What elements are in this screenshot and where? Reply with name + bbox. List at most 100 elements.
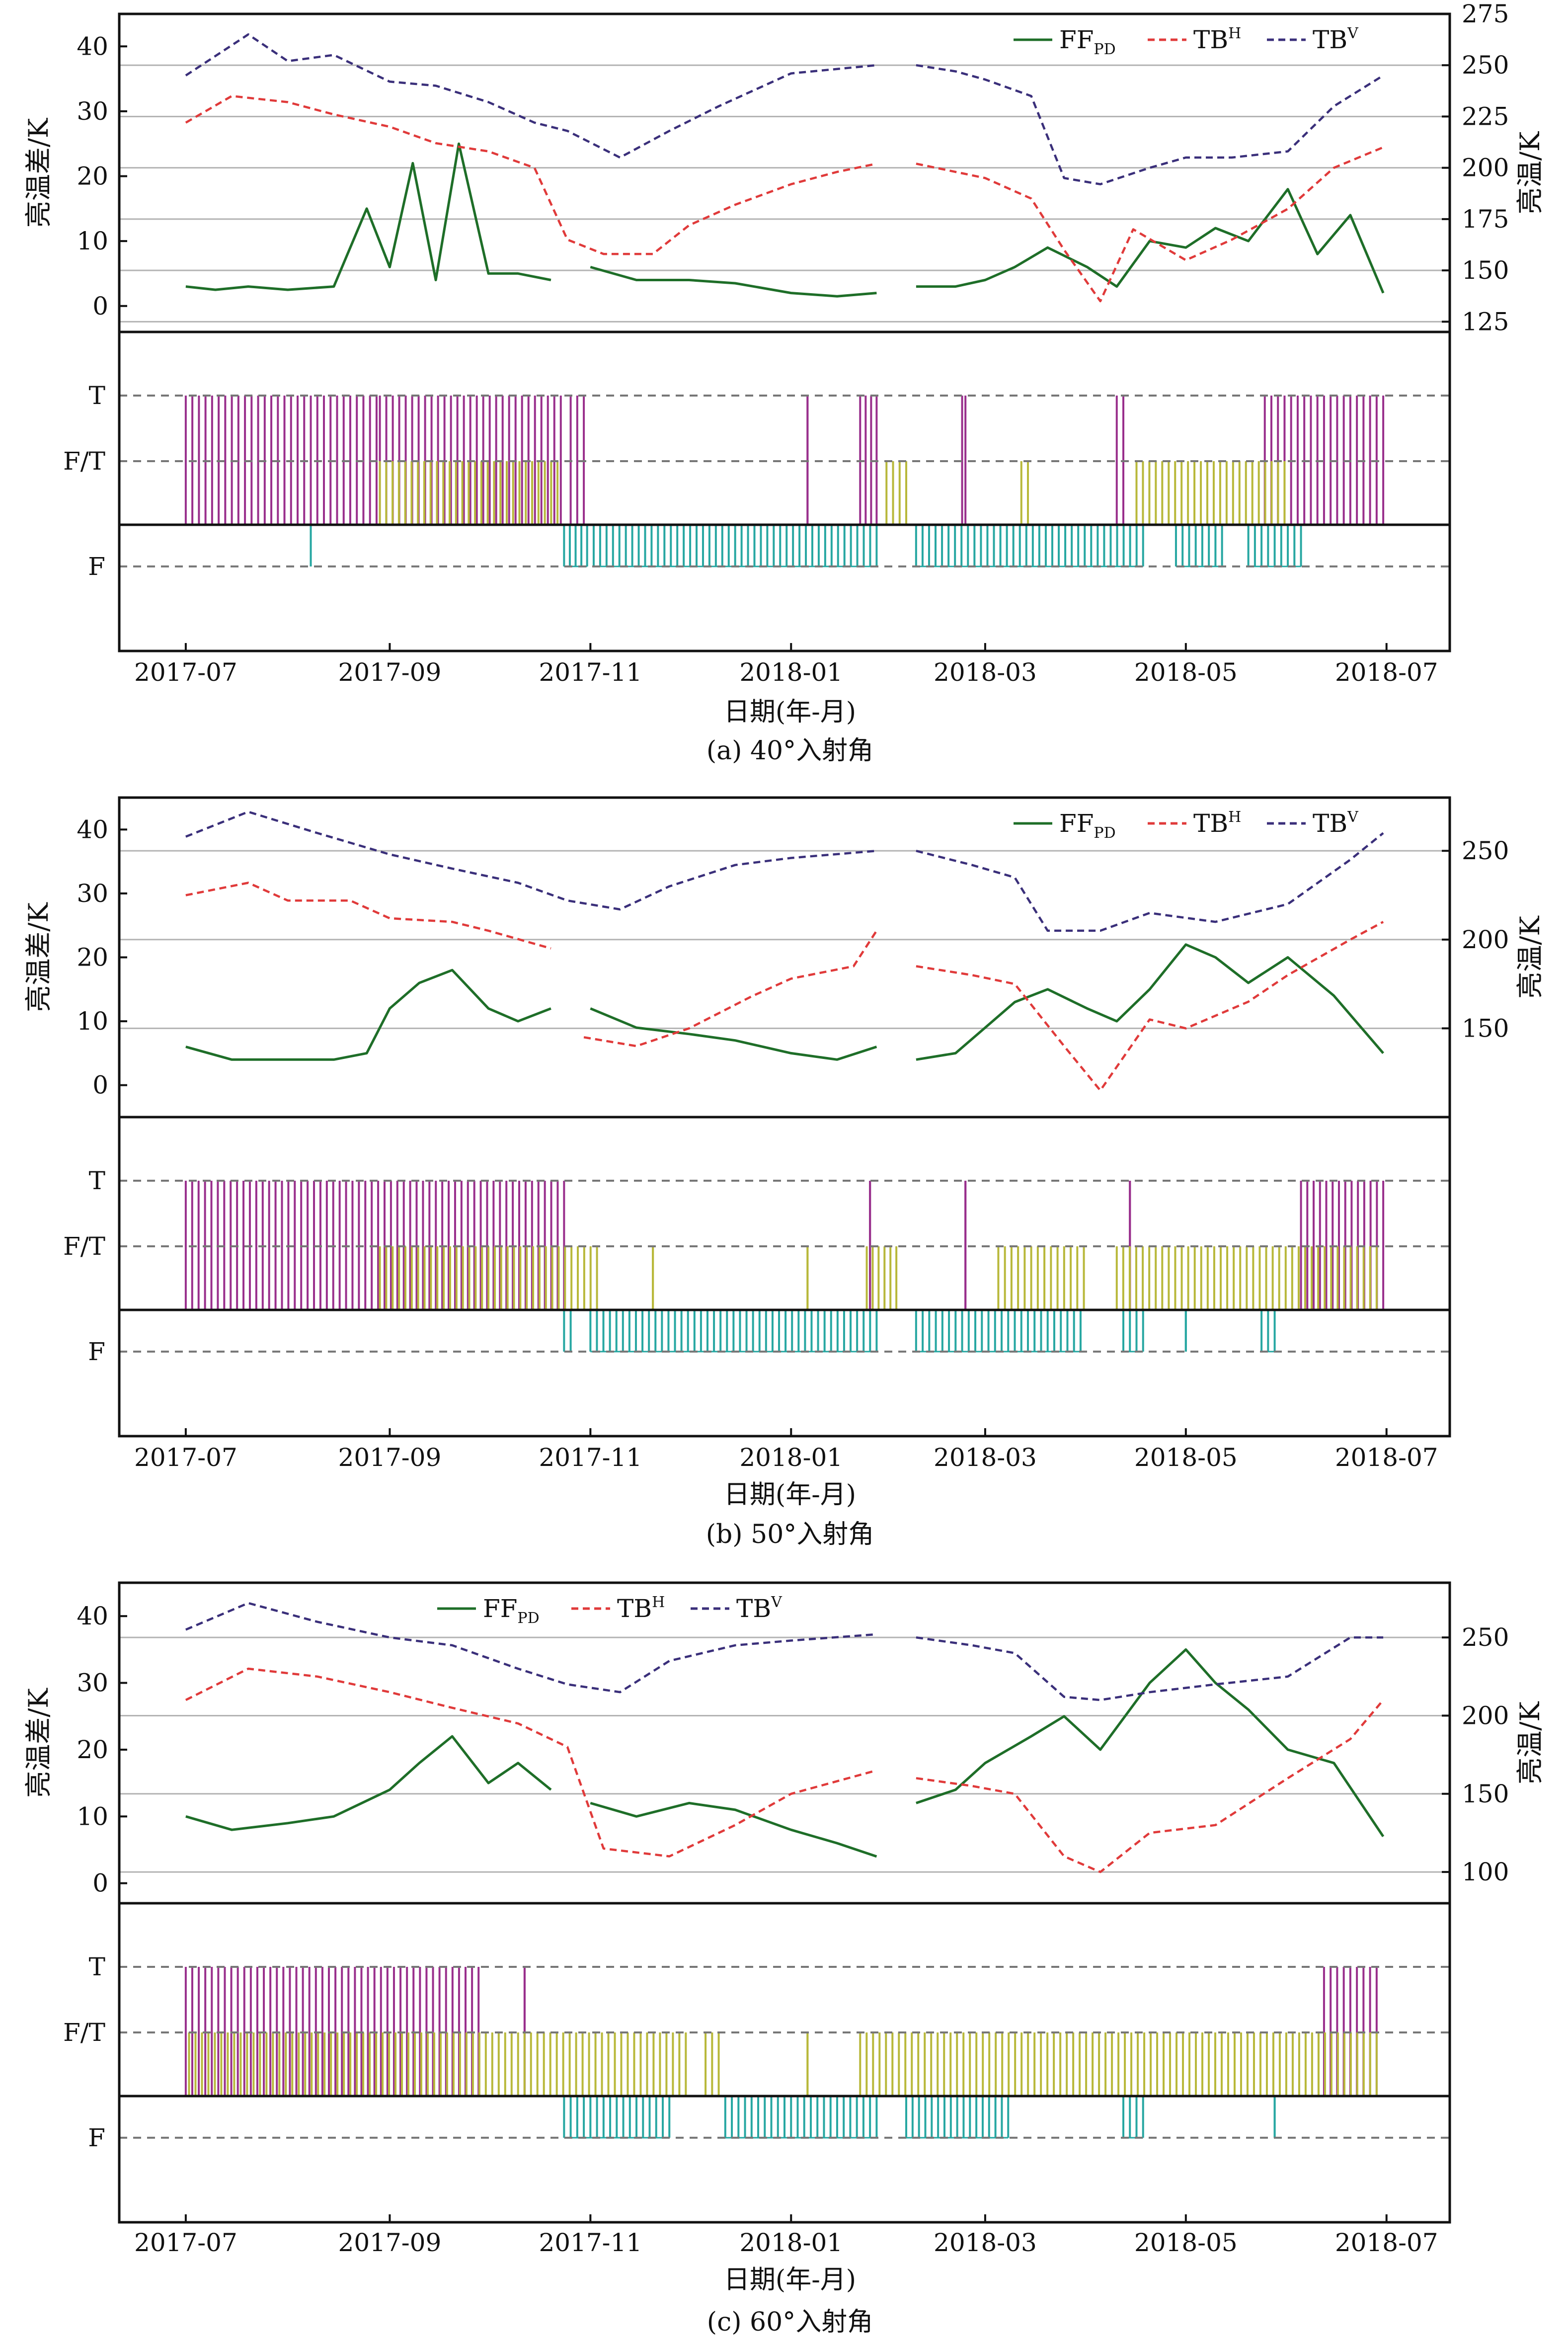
panel-c-caption: (c) 60°入射角 <box>707 2307 873 2337</box>
right-tick-label: 225 <box>1462 102 1509 131</box>
series-tbh <box>185 882 1384 1092</box>
panel-c-line-plot: 0 10 20 30 40 100 150 200 250 亮温差/K 亮温/K FFPD TBH TBV <box>23 1581 1546 1905</box>
panel-b-x-axis-label: 日期(年-月) <box>724 1480 856 1510</box>
x-tick-label: 2018-05 <box>1134 658 1238 687</box>
y-axis-label-right: 亮温/K <box>1514 915 1546 999</box>
panel-c-x-axis: 2017-07 2017-09 2017-11 2018-01 2018-03 2018-… <box>134 2214 1438 2257</box>
left-tick-label: 20 <box>77 1735 108 1764</box>
series-tbh <box>185 1667 1384 1873</box>
x-tick-label: 2018-05 <box>1134 2228 1238 2257</box>
left-tick-label: 30 <box>77 879 108 908</box>
x-tick-label: 2017-11 <box>539 658 642 687</box>
x-tick-label: 2017-07 <box>134 658 237 687</box>
x-tick-label: 2017-09 <box>338 1443 442 1472</box>
legend-label-ff: FFPD <box>1059 809 1116 842</box>
series-tbv <box>185 810 1384 932</box>
series-ff <box>185 943 1384 1061</box>
panel-b-x-axis: 2017-07 2017-09 2017-11 2018-01 2018-03 2018-… <box>134 1428 1438 1472</box>
state-label: F <box>88 2123 105 2152</box>
legend-label-ff: FFPD <box>483 1594 540 1627</box>
panel-b-caption: (b) 50°入射角 <box>706 1520 874 1549</box>
right-tick-label: 150 <box>1462 1780 1509 1808</box>
plot-frame <box>118 12 1451 333</box>
x-tick-label: 2018-01 <box>739 2228 843 2257</box>
left-tick-label: 10 <box>77 1007 108 1036</box>
panel-b: 0 10 20 30 40 150 200 250 亮温差/K 亮温/K FFPD TBH TBV T F… <box>23 796 1546 1549</box>
x-tick-label: 2018-07 <box>1335 658 1438 687</box>
panel-b-state-plot: T F/T F <box>63 1116 1451 1438</box>
left-tick-label: 20 <box>77 162 108 191</box>
panel-a-caption: (a) 40°入射角 <box>706 736 873 766</box>
right-tick-label: 175 <box>1462 205 1509 234</box>
panel-a: 0 10 20 30 40 125 150 175 200 225 250 275 亮温差/K 亮温/K F… <box>23 0 1546 766</box>
series-tbv <box>185 1602 1384 1701</box>
right-tick-label: 150 <box>1462 256 1509 285</box>
x-tick-label: 2017-09 <box>338 658 442 687</box>
panel-c: 0 10 20 30 40 100 150 200 250 亮温差/K 亮温/K FFPD TBH TBV… <box>23 1581 1546 2337</box>
x-tick-label: 2017-09 <box>338 2228 442 2257</box>
legend-label-tbh: TBH <box>1193 25 1241 54</box>
right-tick-label: 250 <box>1462 51 1509 80</box>
series-tbh <box>185 94 1384 303</box>
right-tick-label: 125 <box>1462 307 1509 336</box>
panel-a-x-axis: 2017-07 2017-09 2017-11 2018-01 2018-03 2018-… <box>134 643 1438 687</box>
panel-a-state-plot: T F/T F <box>63 330 1451 652</box>
state-frame <box>118 1902 1451 2224</box>
x-tick-label: 2017-07 <box>134 2228 237 2257</box>
left-tick-label: 30 <box>77 97 108 126</box>
legend-label-tbh: TBH <box>617 1594 665 1623</box>
y-axis-label-left: 亮温差/K <box>23 1688 54 1798</box>
plot-frame <box>118 1581 1451 1905</box>
series-tbv <box>185 33 1384 185</box>
right-tick-label: 250 <box>1462 836 1509 865</box>
state-label: F/T <box>63 2018 105 2047</box>
legend-label-tbv: TBV <box>1313 809 1359 838</box>
right-tick-label: 100 <box>1462 1858 1509 1886</box>
legend-label-tbh: TBH <box>1193 809 1241 838</box>
x-tick-label: 2018-03 <box>934 1443 1037 1472</box>
state-label: T <box>89 381 105 410</box>
legend-label-ff: FFPD <box>1059 25 1116 58</box>
left-tick-label: 0 <box>92 1071 108 1100</box>
x-tick-label: 2018-03 <box>934 2228 1037 2257</box>
right-tick-label: 150 <box>1462 1014 1509 1043</box>
x-tick-label: 2018-01 <box>739 1443 843 1472</box>
state-label: F <box>88 1337 105 1366</box>
panel-c-x-axis-label: 日期(年-月) <box>724 2265 856 2295</box>
panel-c-state-plot: T F/T F <box>63 1902 1451 2224</box>
state-frame <box>118 330 1451 652</box>
state-label: T <box>89 1952 105 1981</box>
left-tick-label: 40 <box>77 1602 108 1630</box>
right-tick-label: 200 <box>1462 154 1509 182</box>
left-tick-label: 40 <box>77 815 108 844</box>
right-tick-label: 200 <box>1462 925 1509 954</box>
left-tick-label: 0 <box>92 292 108 321</box>
y-axis-label-right: 亮温/K <box>1514 1701 1546 1784</box>
legend-label-tbv: TBV <box>736 1594 783 1623</box>
x-tick-label: 2017-07 <box>134 1443 237 1472</box>
state-label: F <box>88 552 105 581</box>
left-tick-label: 0 <box>92 1869 108 1898</box>
x-tick-label: 2018-05 <box>1134 1443 1238 1472</box>
plot-frame <box>118 796 1451 1119</box>
right-tick-label: 250 <box>1462 1623 1509 1652</box>
state-label: F/T <box>63 1232 105 1261</box>
state-label: F/T <box>63 447 105 476</box>
panel-a-x-axis-label: 日期(年-月) <box>724 697 856 727</box>
x-tick-label: 2018-07 <box>1335 1443 1438 1472</box>
state-frame <box>118 1116 1451 1438</box>
x-tick-label: 2018-01 <box>739 658 843 687</box>
x-tick-label: 2017-11 <box>539 1443 642 1472</box>
panel-a-line-plot: 0 10 20 30 40 125 150 175 200 225 250 275 亮温差/K 亮温/K F… <box>23 0 1546 336</box>
x-tick-label: 2017-11 <box>539 2228 642 2257</box>
left-tick-label: 30 <box>77 1669 108 1698</box>
x-tick-label: 2018-07 <box>1335 2228 1438 2257</box>
y-axis-label-left: 亮温差/K <box>23 117 54 228</box>
left-tick-label: 10 <box>77 1802 108 1831</box>
right-tick-label: 275 <box>1462 0 1509 28</box>
series-ff <box>185 1648 1385 1858</box>
series-ff <box>185 142 1385 298</box>
legend-label-tbv: TBV <box>1313 25 1359 54</box>
right-tick-label: 200 <box>1462 1701 1509 1730</box>
